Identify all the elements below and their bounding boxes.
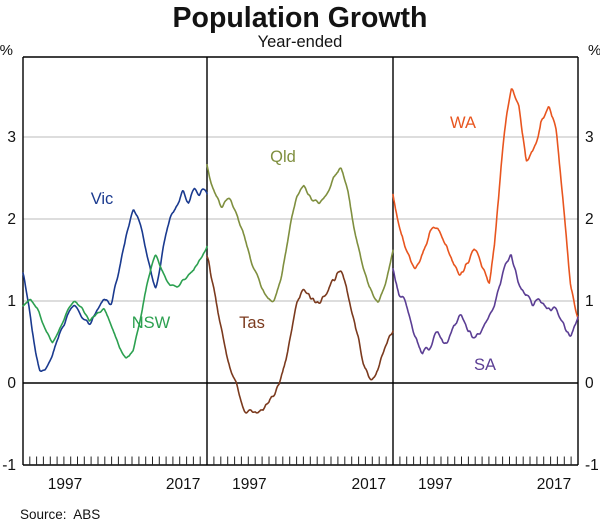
svg-text:2017: 2017 [352, 476, 386, 493]
svg-text:SA: SA [474, 356, 496, 374]
svg-text:1997: 1997 [48, 476, 82, 493]
svg-text:0: 0 [585, 375, 594, 392]
svg-text:Tas: Tas [239, 314, 265, 332]
svg-text:1997: 1997 [418, 476, 452, 493]
svg-text:NSW: NSW [132, 314, 171, 332]
svg-text:-1: -1 [585, 457, 599, 474]
svg-text:2017: 2017 [537, 476, 571, 493]
svg-text:WA: WA [450, 114, 476, 132]
svg-text:0: 0 [7, 375, 16, 392]
svg-text:1: 1 [7, 293, 16, 310]
svg-text:1: 1 [585, 293, 594, 310]
svg-text:-1: -1 [2, 457, 16, 474]
svg-text:2: 2 [7, 211, 16, 228]
svg-text:2: 2 [585, 211, 594, 228]
svg-text:2017: 2017 [166, 476, 200, 493]
svg-text:Qld: Qld [270, 148, 296, 166]
svg-text:1997: 1997 [232, 476, 266, 493]
svg-text:3: 3 [7, 129, 16, 146]
svg-text:Vic: Vic [91, 190, 114, 208]
svg-text:3: 3 [585, 129, 594, 146]
